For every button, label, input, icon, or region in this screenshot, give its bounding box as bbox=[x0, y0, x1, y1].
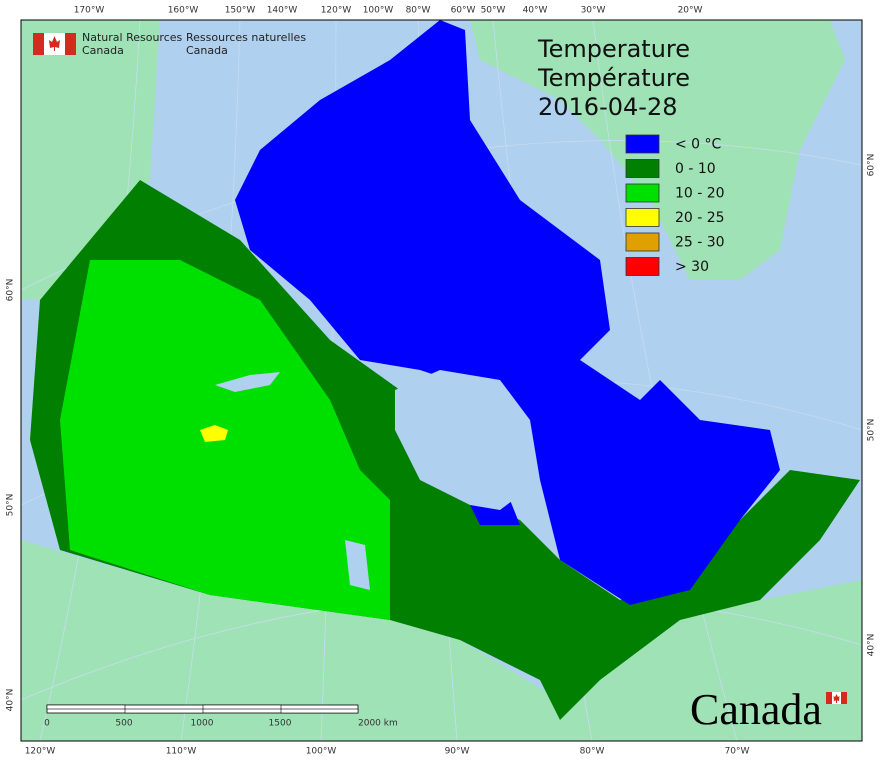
title-date: 2016-04-28 bbox=[538, 93, 677, 121]
left-label: 60°N bbox=[6, 279, 16, 302]
maple-leaf bbox=[833, 694, 840, 703]
legend-label: > 30 bbox=[675, 259, 709, 275]
left-label: 50°N bbox=[6, 494, 16, 517]
zone-20-25 bbox=[200, 425, 228, 442]
nrcan-flag bbox=[33, 33, 76, 55]
scale-label: 1500 bbox=[269, 719, 292, 729]
left-label: 40°N bbox=[6, 689, 16, 712]
legend-swatch bbox=[625, 257, 660, 276]
top-label: 50°W bbox=[481, 6, 506, 16]
legend-swatch bbox=[625, 159, 660, 178]
legend-swatch bbox=[625, 183, 660, 203]
top-label: 40°W bbox=[523, 6, 548, 16]
wordmark: Canada bbox=[690, 685, 822, 734]
top-label: 60°W bbox=[451, 6, 476, 16]
legend-label: 20 - 25 bbox=[675, 210, 725, 226]
zone-below-0 bbox=[235, 20, 780, 605]
bottom-label: 120°W bbox=[25, 747, 56, 757]
usa bbox=[21, 540, 862, 741]
right-label: 50°N bbox=[867, 419, 877, 442]
bottom-label: 90°W bbox=[445, 747, 470, 757]
scale-label: 0 bbox=[44, 719, 50, 729]
canada bbox=[30, 20, 860, 720]
bottom-label: 110°W bbox=[166, 747, 197, 757]
legend-label: 25 - 30 bbox=[675, 235, 725, 251]
legend-label: 10 - 20 bbox=[675, 186, 725, 202]
top-label: 20°W bbox=[678, 6, 703, 16]
legend-swatch bbox=[625, 134, 660, 154]
top-label: 140°W bbox=[267, 6, 298, 16]
top-label: 100°W bbox=[363, 6, 394, 16]
top-label: 120°W bbox=[321, 6, 352, 16]
flag-bar bbox=[65, 33, 76, 55]
scale-bar bbox=[46, 704, 359, 714]
legend-label: < 0 °C bbox=[675, 137, 722, 153]
title-en: Temperature bbox=[537, 35, 690, 63]
scale-seg bbox=[124, 708, 204, 714]
scale-label: 2000 km bbox=[358, 719, 398, 729]
flag-bar bbox=[826, 692, 832, 704]
lake bbox=[345, 540, 370, 590]
scale-seg bbox=[46, 704, 126, 710]
right-label: 60°N bbox=[867, 154, 877, 177]
top-label: 80°W bbox=[406, 6, 431, 16]
scale-seg bbox=[202, 704, 282, 710]
scale-label: 500 bbox=[115, 719, 132, 729]
legend-label: 0 - 10 bbox=[675, 161, 716, 177]
agency-en: Natural Resources bbox=[82, 31, 183, 44]
legend-swatch bbox=[625, 208, 660, 227]
flag-bar bbox=[33, 33, 44, 55]
bottom-label: 70°W bbox=[725, 747, 750, 757]
frame bbox=[20, 19, 863, 742]
right-label: 40°N bbox=[867, 634, 877, 657]
wordmark-flag bbox=[826, 692, 847, 704]
top-label: 170°W bbox=[74, 6, 105, 16]
top-label: 160°W bbox=[168, 6, 199, 16]
lake bbox=[215, 372, 280, 392]
alaska bbox=[21, 20, 160, 300]
legend-swatch bbox=[625, 232, 660, 252]
agency-fr: Canada bbox=[186, 44, 228, 57]
flag-bar bbox=[841, 692, 847, 704]
bottom-label: 100°W bbox=[306, 747, 337, 757]
agency-en: Canada bbox=[82, 44, 124, 57]
scale-label: 1000 bbox=[191, 719, 214, 729]
hudson-bay bbox=[395, 370, 540, 510]
agency-fr: Ressources naturelles bbox=[186, 31, 306, 44]
scale-seg bbox=[280, 708, 359, 714]
top-label: 150°W bbox=[225, 6, 256, 16]
maple-leaf bbox=[49, 36, 60, 51]
bottom-label: 80°W bbox=[580, 747, 605, 757]
top-label: 30°W bbox=[581, 6, 606, 16]
title-fr: Température bbox=[537, 64, 690, 92]
